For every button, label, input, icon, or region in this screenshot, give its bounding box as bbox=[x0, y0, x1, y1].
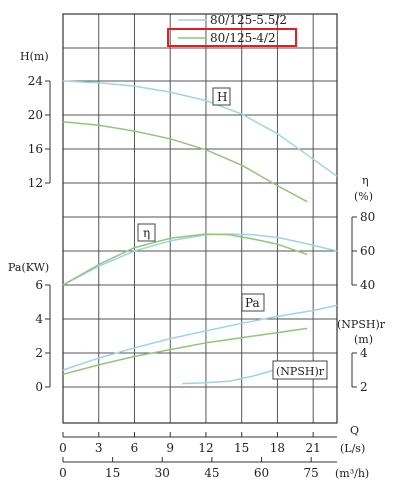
power-curve-1 bbox=[62, 304, 338, 371]
head-box-text: H bbox=[217, 90, 227, 104]
x-axis-q-label: Q bbox=[350, 424, 359, 437]
npsh-axis-label: (NPSH)r bbox=[337, 318, 386, 331]
flow_m3h-tick-label: 45 bbox=[204, 466, 219, 480]
head-tick-label: 20 bbox=[28, 108, 43, 122]
power-box-label: Pa bbox=[241, 293, 265, 312]
flow_ls-tick-label: 12 bbox=[198, 441, 213, 455]
flow_m3h-tick-label: 0 bbox=[59, 466, 67, 480]
power-tick-label: 6 bbox=[35, 278, 43, 292]
legend: 80/125-5.5/2 80/125-4/2 bbox=[167, 13, 297, 47]
power-axis-label: Pa(KW) bbox=[8, 261, 49, 274]
efficiency-box-text: η bbox=[143, 226, 150, 240]
power-curve-2 bbox=[62, 327, 308, 376]
efficiency-axis-unit: (%) bbox=[354, 190, 373, 203]
x-axis-flow-ls-label: (L/s) bbox=[340, 442, 365, 455]
flow_ls-tick-label: 21 bbox=[306, 441, 321, 455]
legend-label-series-1: 80/125-5.5/2 bbox=[210, 13, 287, 27]
efficiency-curve-2 bbox=[62, 233, 308, 286]
head-tick-label: 16 bbox=[28, 142, 43, 156]
x-axis-flow-m3h-label: (m³/h) bbox=[335, 467, 369, 480]
npsh-tick-label: 4 bbox=[360, 346, 368, 360]
npsh-axis-unit: (m) bbox=[354, 333, 373, 346]
flow_m3h-tick-label: 60 bbox=[254, 466, 269, 480]
chart-grid bbox=[62, 13, 338, 424]
efficiency-curve-1 bbox=[62, 233, 338, 286]
flow_m3h-tick-label: 30 bbox=[155, 466, 170, 480]
power-tick-label: 4 bbox=[35, 312, 43, 326]
legend-highlight-box bbox=[167, 28, 297, 47]
efficiency-box-label: η bbox=[137, 223, 156, 242]
power-tick-label: 2 bbox=[35, 346, 43, 360]
efficiency-tick-label: 80 bbox=[360, 210, 375, 224]
flow_m3h-tick-label: 15 bbox=[105, 466, 120, 480]
npsh-box-text: (NPSH)r bbox=[276, 365, 325, 378]
flow_ls-tick-label: 15 bbox=[234, 441, 249, 455]
flow_m3h-tick-label: 75 bbox=[304, 466, 319, 480]
head-curve-2 bbox=[62, 121, 308, 203]
efficiency-tick-label: 40 bbox=[360, 278, 375, 292]
flow_ls-tick-label: 3 bbox=[95, 441, 103, 455]
npsh-box-label: (NPSH)r bbox=[272, 360, 328, 380]
flow_ls-tick-label: 9 bbox=[166, 441, 174, 455]
head-box-label: H bbox=[212, 87, 231, 106]
efficiency-axis-label: η bbox=[362, 174, 369, 187]
power-box-text: Pa bbox=[245, 296, 260, 310]
performance-curves bbox=[62, 80, 338, 385]
legend-label-series-2: 80/125-4/2 bbox=[210, 31, 276, 45]
head-tick-label: 24 bbox=[28, 74, 44, 88]
flow_ls-tick-label: 0 bbox=[59, 441, 67, 455]
power-tick-label: 0 bbox=[35, 380, 43, 394]
efficiency-tick-label: 60 bbox=[360, 244, 375, 258]
npsh-tick-label: 2 bbox=[360, 380, 368, 394]
flow_ls-tick-label: 6 bbox=[131, 441, 139, 455]
head-curve-1 bbox=[62, 80, 338, 177]
flow_ls-tick-label: 18 bbox=[270, 441, 285, 455]
head-axis-label: H(m) bbox=[20, 50, 49, 63]
plot-frame bbox=[62, 13, 338, 424]
head-tick-label: 12 bbox=[28, 176, 43, 190]
